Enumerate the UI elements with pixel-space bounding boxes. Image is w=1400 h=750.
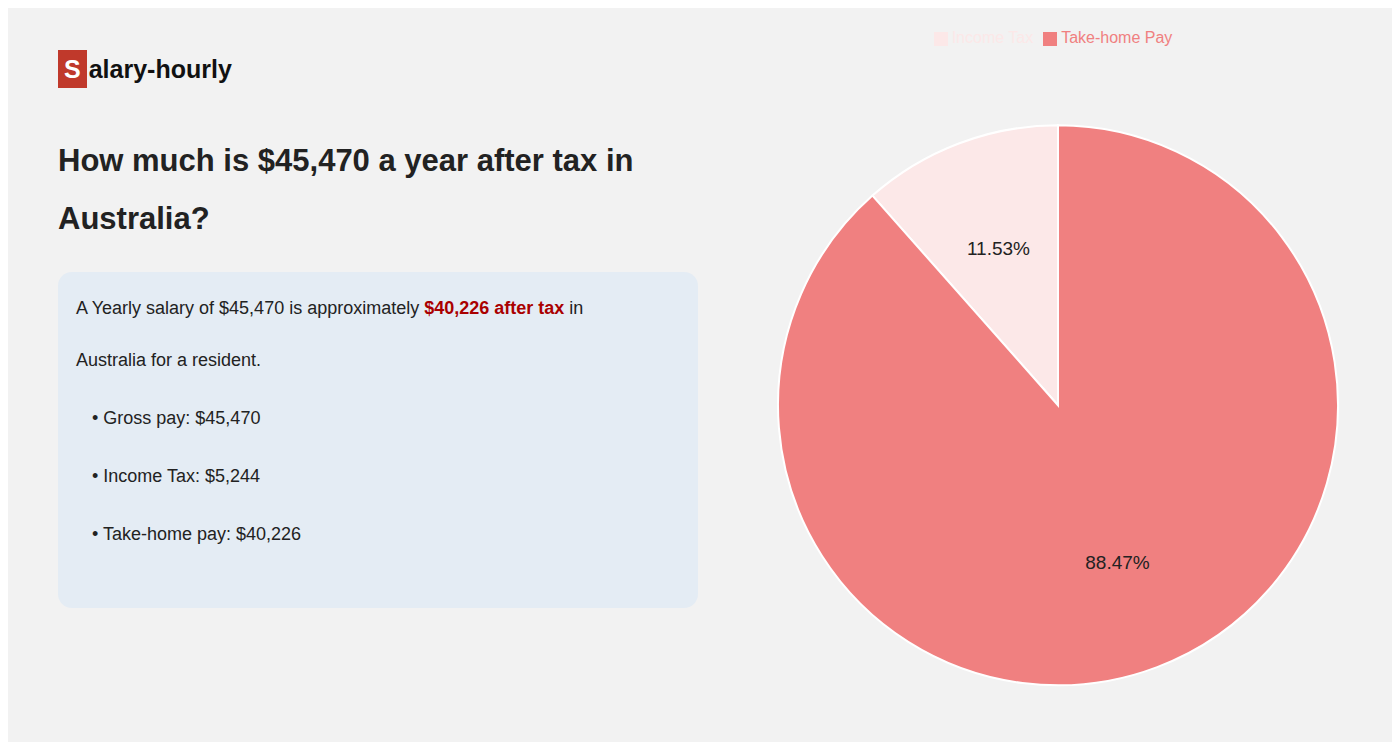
svg-text:88.47%: 88.47% [1085, 552, 1150, 573]
html-text:How much is $45,470 a year aft: How much is $45,470 a year after tax in [58, 143, 634, 178]
html-text:S alary-hourly: S alary-hourly [64, 54, 232, 83]
html-text:Australia for a resident.: Australia for a resident. [76, 350, 262, 370]
html-text:• Gross pay: $45,470: • Gross pay: $45,470 [92, 408, 261, 428]
html-text:A Yearly salary of $45,470 is: A Yearly salary of $45,470 is approximat… [76, 298, 584, 318]
html-text:Take-home Pay: Take-home Pay [1061, 29, 1173, 46]
html-text:Australia?: Australia? [58, 201, 210, 236]
svg-text:11.53%: 11.53% [967, 238, 1030, 259]
html-text:• Take-home pay: $40,226: • Take-home pay: $40,226 [92, 524, 302, 544]
html-text:• Income Tax: $5,244: • Income Tax: $5,244 [92, 466, 261, 486]
html-text:Income Tax: Income Tax [951, 29, 1034, 46]
